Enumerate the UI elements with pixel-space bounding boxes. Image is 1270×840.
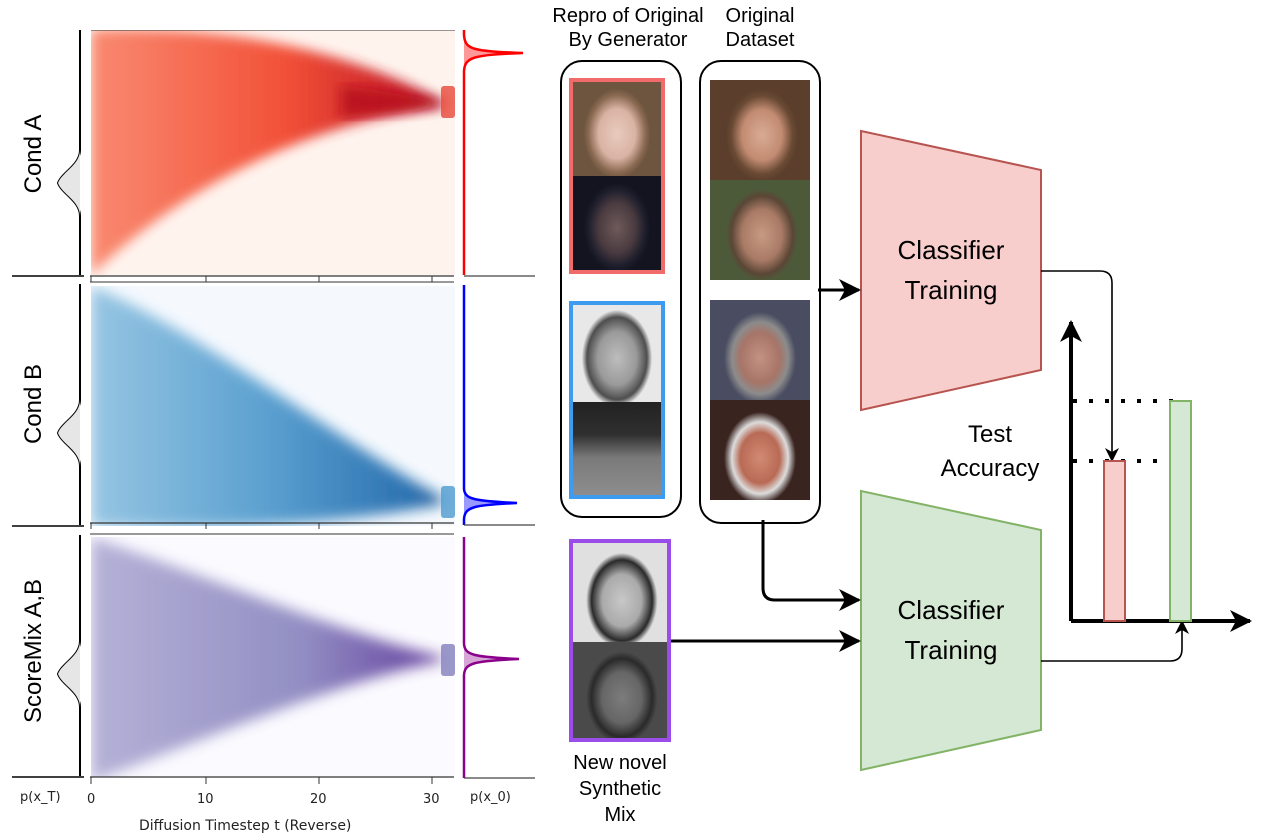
classifier-training-bottom (860, 489, 1042, 772)
arrow-top-classifier-to-red-bar (1041, 270, 1119, 462)
x-tick-0: 0 (87, 792, 96, 807)
repro-cond-a-frame (569, 78, 665, 274)
generator-group-frame (560, 60, 682, 518)
x-axis-title: Diffusion Timestep t (Reverse) (139, 818, 352, 834)
dataset-title-line2: Dataset (725, 29, 795, 51)
right-marginal-curves (462, 30, 535, 779)
face-repro-b-1 (573, 305, 661, 402)
x-tick-30: 30 (423, 792, 440, 807)
left-marginal-label: p(x_T) (20, 790, 61, 805)
dataset-group-frame (699, 60, 821, 524)
caption-line1: New novel (573, 752, 667, 774)
dataset-title-line1: Original (725, 5, 795, 27)
test-accuracy-line2: Accuracy (940, 455, 1040, 482)
face-original-b-1 (710, 300, 810, 400)
synthetic-mix-caption: New novel Synthetic Mix (545, 750, 695, 828)
classifier-bottom-line2: Training (904, 635, 998, 665)
face-repro-a-2 (573, 176, 661, 270)
x-tick-10: 10 (197, 792, 214, 807)
face-original-a-2 (710, 180, 810, 280)
face-repro-b-2 (573, 402, 661, 495)
classifier-training-top (860, 129, 1042, 412)
test-accuracy-label: Test Accuracy (915, 418, 1065, 486)
face-original-a-1 (710, 80, 810, 180)
heatmap-axes (90, 275, 454, 784)
classifier-top-line2: Training (904, 275, 998, 305)
heatmap-cond-a (91, 30, 455, 275)
dataset-column-title: Original Dataset (695, 4, 825, 52)
heatmap-cond-b (91, 286, 455, 526)
face-repro-a-1 (573, 82, 661, 176)
accuracy-bar-red (1103, 460, 1126, 622)
generator-title-line1: Repro of Original (552, 5, 704, 27)
heatmap-scoremix (91, 537, 455, 777)
classifier-top-label: Classifier Training (861, 230, 1041, 310)
arrow-bottom-classifier-to-green-bar (1041, 620, 1189, 662)
synthetic-mix-frame (569, 539, 671, 742)
arrow-dataset-to-bottom-classifier (761, 520, 861, 611)
generator-column-title: Repro of Original By Generator (523, 4, 733, 52)
caption-line3: Mix (604, 804, 636, 826)
classifier-bottom-line1: Classifier (897, 595, 1005, 625)
right-marginal-label: p(x_0) (470, 790, 511, 805)
face-synthetic-2 (573, 642, 667, 738)
classifier-top-line1: Classifier (897, 235, 1005, 265)
x-tick-20: 20 (310, 792, 327, 807)
generator-title-line2: By Generator (568, 29, 688, 51)
repro-cond-b-frame (569, 301, 665, 499)
classifier-bottom-label: Classifier Training (861, 590, 1041, 670)
test-accuracy-line1: Test (967, 421, 1012, 448)
left-marginal-curves (12, 30, 84, 778)
face-original-b-2 (710, 400, 810, 500)
accuracy-bar-green (1169, 400, 1192, 622)
caption-line2: Synthetic (578, 778, 662, 800)
face-synthetic-1 (573, 543, 667, 642)
